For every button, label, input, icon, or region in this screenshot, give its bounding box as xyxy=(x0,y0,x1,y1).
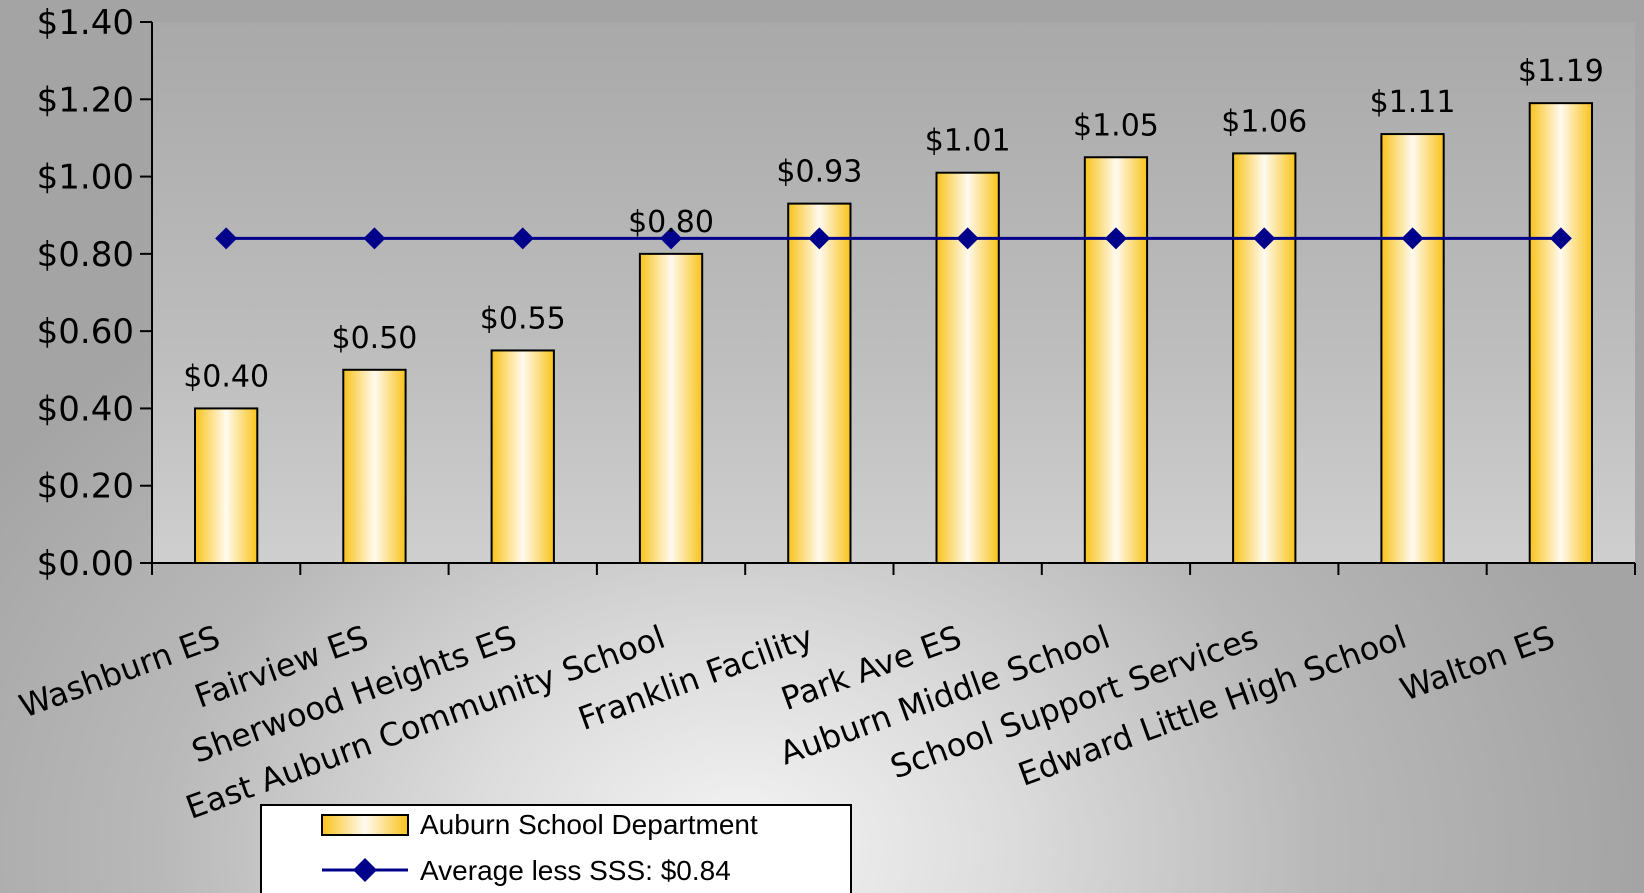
legend-line-label: Average less SSS: $0.84 xyxy=(420,855,731,886)
y-axis: $0.00 $0.20 $0.40 $0.60 $0.80 $1.00 $1.20 $1.40 xyxy=(37,3,153,584)
average-line-marker xyxy=(363,227,386,250)
bar-data-label: $0.40 xyxy=(183,359,269,394)
y-tick-label: $0.00 xyxy=(37,544,134,584)
y-tick-label: $0.40 xyxy=(37,389,134,429)
average-line-marker xyxy=(808,227,831,250)
bar-data-label: $0.50 xyxy=(332,321,418,356)
average-line-marker xyxy=(1549,227,1572,250)
x-tick-label: Walton ES xyxy=(1395,618,1559,709)
legend-bar-label: Auburn School Department xyxy=(420,809,758,840)
legend-bar-swatch xyxy=(321,814,409,836)
average-line-marker xyxy=(511,227,534,250)
bar xyxy=(638,252,704,564)
y-tick-label: $0.20 xyxy=(37,467,134,507)
bar xyxy=(1232,152,1297,564)
bar xyxy=(490,349,555,565)
bar-data-label: $0.80 xyxy=(628,205,714,240)
bar-series xyxy=(194,102,1593,565)
y-tick-label: $1.00 xyxy=(37,158,134,198)
bar-data-label: $0.93 xyxy=(776,155,862,190)
y-tick-label: $1.40 xyxy=(37,3,134,43)
y-tick-label: $0.80 xyxy=(37,235,134,275)
average-line-marker xyxy=(660,227,683,250)
legend: Auburn School Department Average less SS… xyxy=(260,804,852,893)
average-line-marker xyxy=(956,227,979,250)
y-tick-label: $1.20 xyxy=(37,80,134,120)
legend-line-marker xyxy=(353,858,377,882)
average-line-marker xyxy=(215,227,238,250)
data-labels: $0.40 $0.50 $0.55 $0.80 $0.93 $1.01 $1.05 $1.06… xyxy=(183,54,1604,394)
bar-data-label: $1.05 xyxy=(1073,108,1159,143)
bar-data-label: $1.01 xyxy=(925,124,1011,159)
bar xyxy=(1380,133,1445,564)
average-line-marker xyxy=(1401,227,1424,250)
bar-data-label: $0.55 xyxy=(480,301,566,336)
bar xyxy=(1528,102,1593,565)
average-line-series xyxy=(215,227,1572,250)
y-tick-label: $0.60 xyxy=(37,312,134,352)
average-line-marker xyxy=(1253,227,1276,250)
bar xyxy=(194,407,259,564)
bar xyxy=(342,368,407,564)
bar-data-label: $1.06 xyxy=(1221,104,1307,139)
x-tick-label: Washburn ES xyxy=(14,618,225,726)
bar xyxy=(1083,156,1149,564)
bar xyxy=(787,202,852,564)
average-line-marker xyxy=(1104,227,1127,250)
bar-data-label: $1.19 xyxy=(1518,54,1604,89)
bar-data-label: $1.11 xyxy=(1370,85,1456,120)
